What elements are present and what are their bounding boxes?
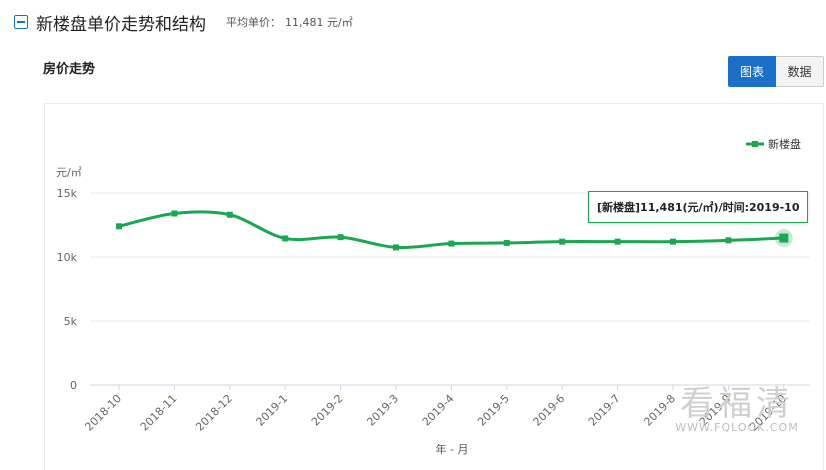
watermark-text-en: WWW.FQLOOK.COM	[675, 421, 799, 434]
data-point	[116, 223, 122, 230]
data-point	[779, 233, 789, 243]
data-point	[171, 210, 178, 217]
data-point	[393, 244, 399, 251]
x-tick-label: 2019-7	[586, 392, 623, 429]
y-axis-label: 元/㎡	[56, 166, 82, 179]
x-tick-label: 2018-10	[82, 392, 124, 434]
x-tick-label: 2019-4	[420, 392, 457, 429]
y-tick-label: 5k	[64, 315, 78, 328]
data-point	[725, 237, 732, 244]
data-point	[337, 234, 344, 241]
section-title: 房价走势	[43, 62, 96, 77]
data-point	[448, 240, 455, 247]
y-tick-label: 10k	[57, 251, 78, 264]
legend-label: 新楼盘	[768, 137, 801, 151]
y-tick-label: 15k	[57, 187, 78, 200]
legend-marker	[752, 141, 758, 147]
data-point	[503, 239, 510, 246]
data-point	[670, 238, 676, 245]
x-tick-label: 2019-2	[309, 392, 346, 429]
section-header: 新楼盘单价走势和结构 平均单价： 11,481 元/㎡	[14, 10, 353, 35]
x-tick-label: 2019-1	[254, 392, 291, 429]
average-price: 平均单价： 11,481 元/㎡	[226, 14, 353, 30]
data-point	[614, 238, 621, 245]
data-point	[559, 238, 566, 245]
data-point	[282, 235, 289, 242]
chart-frame	[44, 103, 824, 470]
data-point	[226, 211, 233, 218]
chart-tooltip: [新楼盘]11,481(元/㎡)/时间:2019-10	[588, 191, 809, 223]
average-price-label: 平均单价：	[226, 16, 281, 29]
x-tick-label: 2018-11	[138, 392, 180, 434]
x-tick-label: 2018-12	[193, 392, 235, 434]
x-tick-label: 2019-5	[475, 392, 512, 429]
view-toggle: 图表 数据	[728, 56, 824, 87]
watermark-text-cn: 看福清	[680, 384, 794, 424]
x-tick-label: 2019-3	[364, 392, 401, 429]
x-axis-label: 年 - 月	[436, 442, 469, 456]
x-tick-label: 2019-6	[531, 392, 568, 429]
watermark: 看福清 WWW.FQLOOK.COM	[668, 385, 806, 434]
y-tick-label: 0	[70, 379, 77, 392]
collapse-icon[interactable]	[14, 15, 28, 29]
data-view-button[interactable]: 数据	[776, 56, 824, 87]
chart-view-button[interactable]: 图表	[728, 56, 776, 87]
page-title: 新楼盘单价走势和结构	[36, 14, 206, 35]
average-price-value: 11,481 元/㎡	[285, 16, 353, 29]
